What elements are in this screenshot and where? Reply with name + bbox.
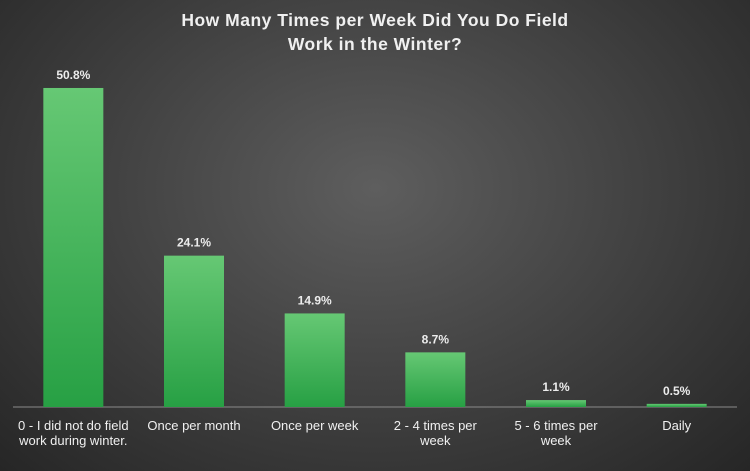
x-tick-label: 5 - 6 times per week xyxy=(514,418,598,448)
x-tick-label: Once per week xyxy=(270,418,359,433)
value-label: 1.1% xyxy=(542,380,570,394)
value-label: 14.9% xyxy=(298,293,332,307)
value-label: 8.7% xyxy=(422,332,450,346)
chart-title: How Many Times per Week Did You Do Field… xyxy=(181,10,569,54)
bar xyxy=(405,352,466,407)
x-tick-label: 2 - 4 times per week xyxy=(393,418,477,448)
bar xyxy=(526,400,586,407)
x-tick-label: 0 - I did not do field work during winte… xyxy=(18,418,129,448)
bar xyxy=(646,403,707,407)
bar xyxy=(164,255,224,407)
bar xyxy=(43,87,104,407)
x-tick-label: Daily xyxy=(662,418,692,433)
value-label: 24.1% xyxy=(177,236,211,250)
x-tick-label: Once per month xyxy=(147,418,241,433)
value-label: 0.5% xyxy=(663,384,691,398)
bar xyxy=(284,313,345,407)
value-label: 50.8% xyxy=(56,68,90,82)
